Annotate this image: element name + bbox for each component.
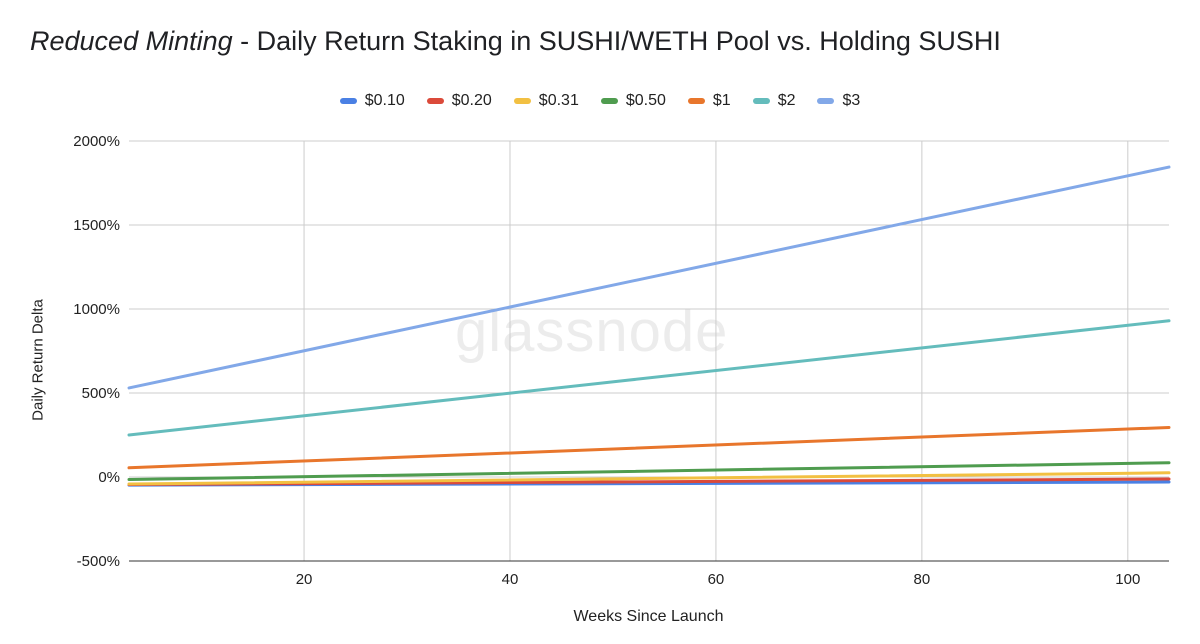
- chart-title-rest: - Daily Return Staking in SUSHI/WETH Poo…: [232, 26, 1001, 56]
- legend-label: $2: [777, 92, 796, 109]
- legend-label: $0.20: [451, 92, 492, 109]
- x-tick-label: 40: [502, 571, 519, 588]
- legend-label: $1: [712, 92, 731, 109]
- legend-swatch: [513, 98, 531, 104]
- legend-label: $0.31: [538, 92, 579, 109]
- legend-swatch: [752, 98, 770, 104]
- x-tick-label: 60: [708, 571, 725, 588]
- y-tick-label: 2000%: [73, 133, 120, 150]
- legend-swatch: [339, 98, 357, 104]
- legend-item: $2: [752, 92, 796, 110]
- legend-label: $0.50: [625, 92, 666, 109]
- y-tick-label: 500%: [82, 385, 120, 402]
- x-tick-label: 20: [296, 571, 313, 588]
- legend-label: $0.10: [364, 92, 405, 109]
- series-line: [127, 165, 1171, 390]
- series-line: [127, 471, 1171, 486]
- x-tick-label: 80: [914, 571, 931, 588]
- series-line: [127, 425, 1171, 470]
- chart-title: Reduced Minting - Daily Return Staking i…: [30, 26, 1001, 57]
- series-line: [127, 461, 1171, 482]
- legend-item: $3: [817, 92, 860, 110]
- legend-swatch: [687, 98, 705, 104]
- legend-label: $3: [842, 92, 861, 109]
- y-tick-label: 1000%: [73, 301, 120, 318]
- legend-item: $1: [687, 92, 731, 110]
- legend: $0.10 $0.20 $0.31 $0.50 $1 $2 $3: [0, 92, 1200, 110]
- legend-item: $0.20: [426, 92, 492, 110]
- legend-item: $0.10: [339, 92, 405, 110]
- legend-item: $0.50: [600, 92, 666, 110]
- series-line: [127, 319, 1171, 437]
- legend-swatch: [426, 98, 444, 104]
- y-tick-label: -500%: [77, 553, 120, 570]
- y-tick-label: 0%: [98, 469, 120, 486]
- legend-swatch: [817, 98, 835, 104]
- y-axis-label: Daily Return Delta: [29, 299, 47, 421]
- x-axis-label: Weeks Since Launch: [573, 608, 724, 625]
- legend-item: $0.31: [513, 92, 579, 110]
- x-tick-label: 100: [1115, 571, 1140, 588]
- chart-title-italic: Reduced Minting: [30, 26, 233, 56]
- y-tick-label: 1500%: [73, 217, 120, 234]
- legend-swatch: [600, 98, 618, 104]
